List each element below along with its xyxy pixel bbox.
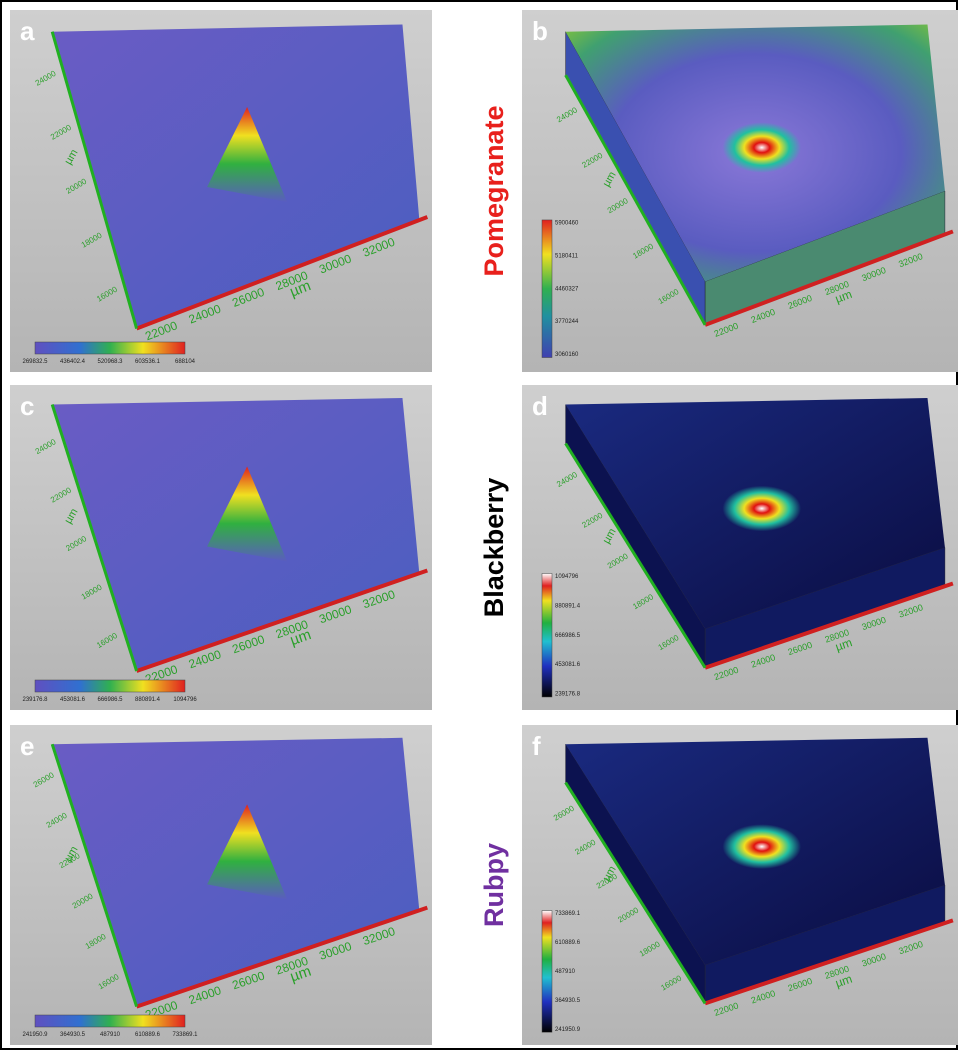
colorbar-label: 733869.1 — [555, 911, 581, 917]
panel: 220002400026000280003000032000µm16000180… — [522, 10, 958, 372]
colorbar-label: 269832.5 — [22, 359, 48, 365]
colorbar — [541, 219, 553, 358]
peak — [207, 107, 288, 203]
x-unit: µm — [833, 287, 854, 306]
row-label: Pomegranate — [479, 105, 509, 276]
panel: 220002400026000280003000032000µm16000180… — [10, 385, 432, 710]
panel-letter: e — [20, 731, 34, 761]
panel-letter: b — [532, 16, 548, 46]
panel: 220002400026000280003000032000µm16000180… — [10, 725, 432, 1045]
colorbar-label: 520968.3 — [97, 359, 123, 365]
panel-letter: f — [532, 731, 541, 761]
panel: 220002400026000280003000032000µm16000180… — [522, 725, 958, 1045]
colorbar-label: 688104 — [175, 359, 196, 365]
panel-letter: c — [20, 391, 34, 421]
panel-letter: d — [532, 391, 548, 421]
colorbar-label: 1094796 — [173, 697, 197, 703]
colorbar-label: 880891.4 — [135, 697, 161, 703]
row-label: Blackberry — [479, 478, 509, 618]
x-unit: µm — [834, 972, 854, 991]
x-unit: µm — [833, 635, 854, 654]
intensity-spot — [722, 122, 802, 173]
colorbar-label: 239176.8 — [22, 697, 48, 703]
x-axis — [704, 581, 954, 670]
colorbar-label: 487910 — [555, 969, 576, 975]
colorbar-label: 3060160 — [555, 352, 579, 358]
colorbar-label: 5180411 — [555, 253, 579, 259]
intensity-spot — [722, 824, 802, 869]
colorbar-label: 610889.6 — [135, 1032, 161, 1038]
colorbar-label: 241950.9 — [22, 1032, 48, 1038]
peak — [207, 804, 288, 900]
x-axis — [135, 215, 429, 331]
colorbar-label: 453081.6 — [60, 697, 86, 703]
colorbar-label: 5900460 — [555, 221, 579, 227]
colorbar-label: 880891.4 — [555, 603, 581, 609]
colorbar-label: 3770244 — [555, 319, 579, 325]
colorbar — [541, 573, 553, 698]
colorbar-label: 364930.5 — [555, 998, 581, 1004]
colorbar-label: 1094796 — [555, 574, 579, 580]
colorbar-label: 733869.1 — [172, 1032, 198, 1038]
x-axis — [704, 229, 954, 327]
x-unit: µm — [288, 963, 313, 986]
panel: 220002400026000280003000032000µm16000180… — [10, 10, 432, 372]
colorbar-label: 487910 — [100, 1032, 121, 1038]
y-axis — [50, 404, 139, 672]
y-axis — [50, 31, 139, 329]
x-unit: µm — [288, 626, 314, 649]
colorbar-label: 666986.5 — [97, 697, 123, 703]
colorbar-label: 4460327 — [555, 286, 579, 292]
colorbar-label: 603536.1 — [135, 359, 161, 365]
panel-letter: a — [20, 16, 35, 46]
colorbar-label: 666986.5 — [555, 633, 581, 639]
colorbar-label: 436402.4 — [60, 359, 86, 365]
x-axis — [135, 568, 428, 673]
colorbar-label: 610889.6 — [555, 940, 581, 946]
y-axis — [564, 74, 707, 326]
colorbar — [34, 1014, 186, 1028]
y-axis — [50, 743, 139, 1008]
colorbar-label: 364930.5 — [60, 1032, 86, 1038]
colorbar-label: 453081.6 — [555, 662, 581, 668]
y-axis — [564, 781, 707, 1005]
panel: 220002400026000280003000032000µm16000180… — [522, 385, 958, 710]
x-axis — [135, 905, 428, 1009]
colorbar — [541, 910, 553, 1033]
y-axis — [564, 442, 707, 669]
peak — [207, 466, 288, 562]
colorbar — [34, 341, 186, 355]
colorbar — [34, 679, 186, 693]
colorbar-label: 239176.8 — [555, 692, 581, 698]
intensity-spot — [722, 485, 802, 532]
colorbar-label: 241950.9 — [555, 1027, 581, 1033]
row-label: Rubpy — [479, 843, 509, 927]
x-unit: µm — [287, 277, 313, 300]
x-axis — [704, 918, 954, 1006]
